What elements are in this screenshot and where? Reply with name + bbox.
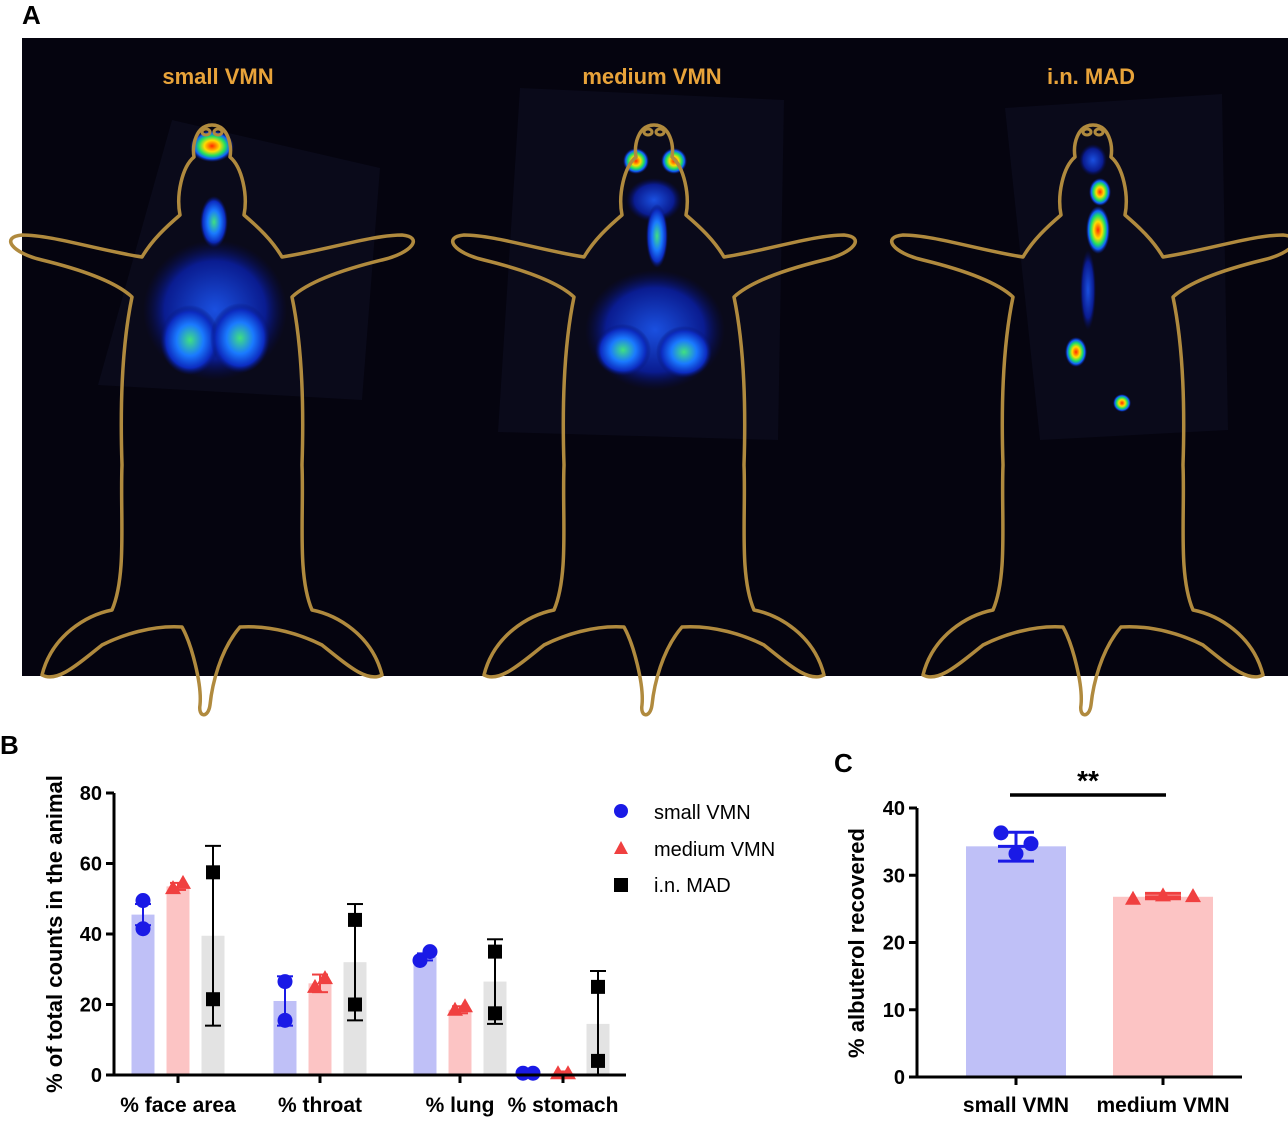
chart-b-point <box>317 970 333 985</box>
legend-label-in-mad: i.n. MAD <box>654 875 731 897</box>
chart-c-y-tick-label: 20 <box>883 933 905 955</box>
chart-c-point <box>1023 836 1039 852</box>
chart-b-y-axis: 0 20 40 60 80 <box>80 783 116 1087</box>
chart-c-y-tick-label: 10 <box>883 1000 905 1022</box>
chart-b-y-tick-label: 0 <box>91 1065 102 1087</box>
chart-c-bar <box>966 846 1066 1077</box>
chart-b-point <box>348 997 362 1012</box>
chart-c-x-axis: small VMN medium VMN <box>917 1075 1242 1117</box>
panel-b-letter: B <box>0 730 19 760</box>
chart-c-point <box>1008 846 1024 862</box>
chart-c-point <box>1125 890 1141 905</box>
legend-marker-medium-vmn <box>614 841 628 854</box>
imaging-label-medium-vmn: medium VMN <box>582 64 721 89</box>
chart-b-y-tick-label: 80 <box>80 783 102 805</box>
legend-label-medium-vmn: medium VMN <box>654 839 775 861</box>
chart-c: % albuterol recovered 0 10 20 30 40 small VM… <box>844 765 1242 1117</box>
chart-c-point <box>1185 888 1201 903</box>
chart-b-point <box>307 978 323 993</box>
chart-b-x-tick-label: % throat <box>278 1094 362 1117</box>
chart-b-x-tick-label: % face area <box>120 1094 236 1117</box>
chart-b-point <box>488 944 502 959</box>
significance-label: ** <box>1077 765 1099 796</box>
chart-b-y-tick-label: 60 <box>80 854 102 876</box>
legend-marker-in-mad <box>614 878 628 892</box>
imaging-label-in-mad: i.n. MAD <box>1047 64 1135 89</box>
chart-b-point <box>277 1012 293 1028</box>
chart-b-ylabel: % of total counts in the animal <box>42 775 67 1093</box>
chart-b-bar <box>448 1009 472 1075</box>
chart-b-bar <box>131 914 155 1075</box>
chart-b-marks <box>131 844 610 1081</box>
panel-c-letter: C <box>834 748 853 778</box>
chart-b-point <box>412 952 428 968</box>
chart-b-point <box>591 1053 605 1068</box>
mouse-in-mad <box>889 94 1288 717</box>
chart-c-ylabel: % albuterol recovered <box>844 828 869 1058</box>
chart-b-x-tick-label: % lung <box>426 1094 495 1117</box>
chart-b-point <box>591 979 605 994</box>
chart-c-y-tick-label: 0 <box>894 1067 905 1089</box>
chart-b-point <box>447 1001 463 1016</box>
chart-b-point <box>135 893 151 909</box>
legend-label-small-vmn: small VMN <box>654 802 751 824</box>
mouse-small-vmn <box>8 120 416 717</box>
mouse-medium-vmn <box>450 88 858 717</box>
chart-b-bar <box>308 983 332 1075</box>
chart-b-legend: small VMN medium VMN i.n. MAD <box>614 802 775 897</box>
chart-b-point <box>165 880 181 895</box>
chart-b-point <box>175 874 191 889</box>
panel-a-letter: A <box>22 0 41 30</box>
chart-c-marks <box>966 825 1213 1077</box>
legend-marker-small-vmn <box>614 804 628 818</box>
chart-b-x-axis: % face area % throat % lung % stomach <box>114 1073 626 1117</box>
chart-b-x-tick-label: % stomach <box>508 1094 619 1117</box>
chart-b-point <box>135 921 151 937</box>
chart-b-point <box>277 974 293 990</box>
chart-c-bar <box>1113 896 1213 1077</box>
chart-b-bar <box>166 886 190 1075</box>
chart-b-point <box>422 944 438 960</box>
chart-c-point <box>1155 887 1171 902</box>
chart-b-y-tick-label: 40 <box>80 924 102 946</box>
chart-b-point <box>457 998 473 1013</box>
chart-c-x-tick-label: small VMN <box>963 1094 1069 1117</box>
chart-b-point <box>488 1006 502 1021</box>
chart-c-y-tick-label: 40 <box>883 798 905 820</box>
chart-b-point <box>348 912 362 927</box>
imaging-label-small-vmn: small VMN <box>162 64 273 89</box>
chart-b-point <box>525 1065 541 1081</box>
chart-b-bar <box>413 956 437 1075</box>
chart-c-point <box>993 825 1009 841</box>
chart-b-bar <box>483 981 507 1075</box>
chart-c-y-axis: 0 10 20 30 40 <box>883 798 919 1089</box>
chart-b: % of total counts in the animal 0 20 40 60 8… <box>42 775 775 1117</box>
panel-a-imaging: small VMN medium VMN i.n. MAD <box>8 38 1288 717</box>
chart-c-x-tick-label: medium VMN <box>1096 1094 1229 1117</box>
chart-c-y-tick-label: 30 <box>883 865 905 887</box>
chart-b-point <box>206 992 220 1007</box>
chart-b-y-tick-label: 20 <box>80 995 102 1017</box>
chart-b-point <box>206 865 220 880</box>
